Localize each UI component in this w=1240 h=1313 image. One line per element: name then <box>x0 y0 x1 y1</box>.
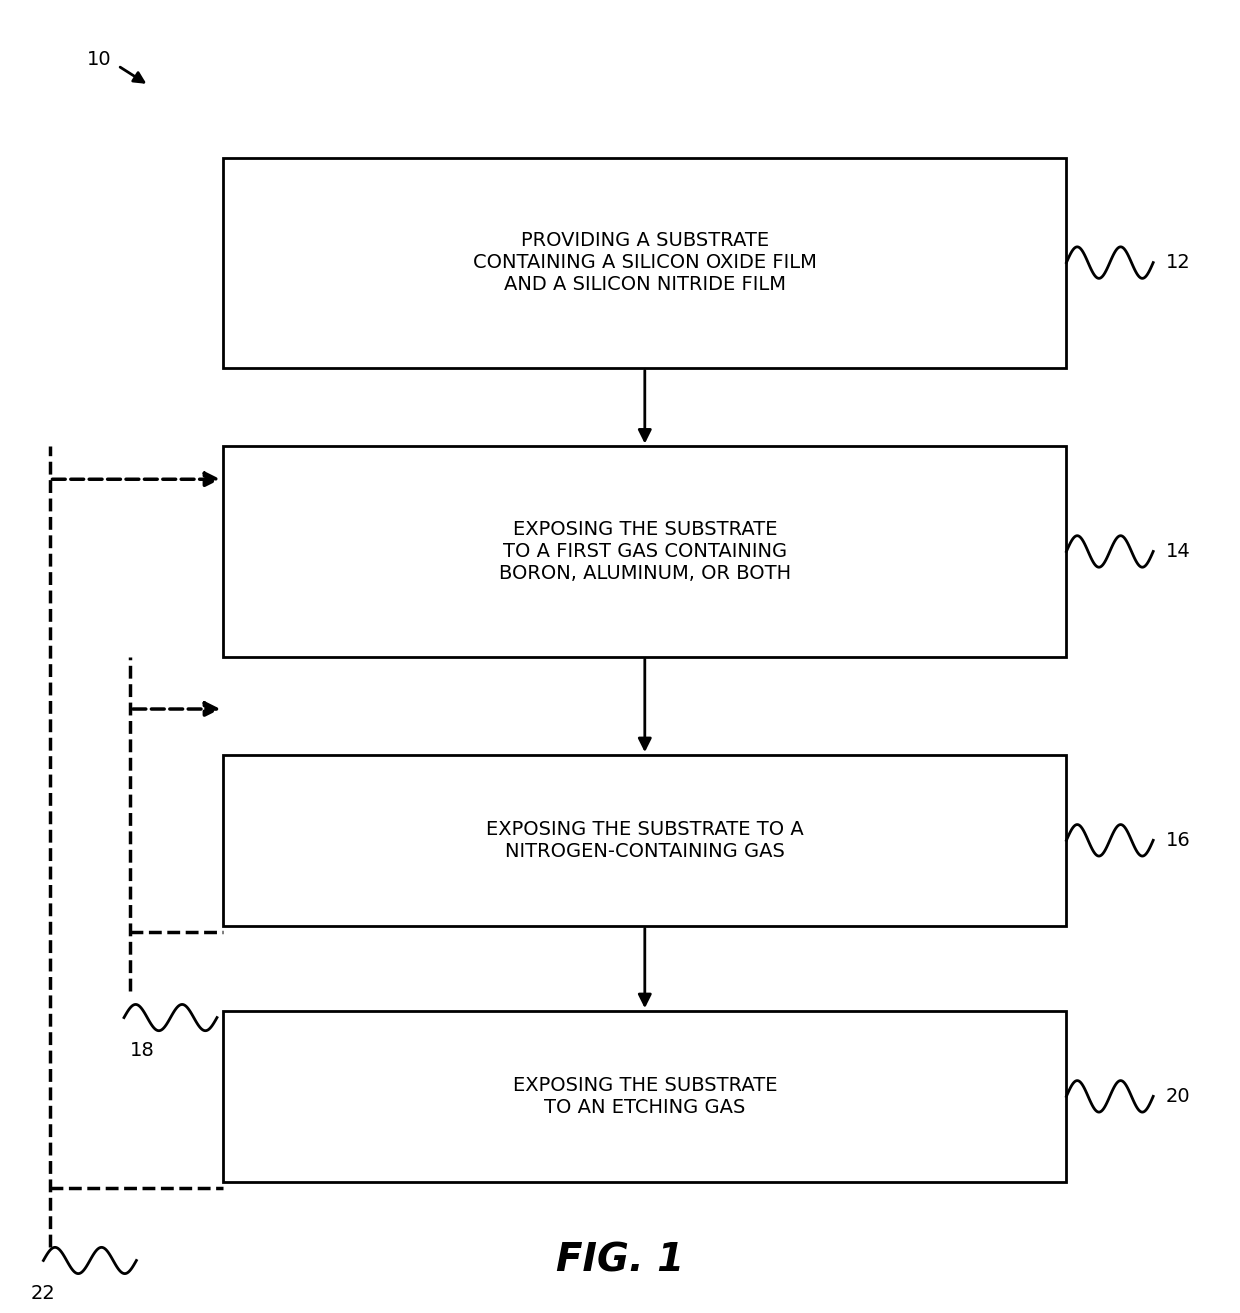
Text: EXPOSING THE SUBSTRATE
TO AN ETCHING GAS: EXPOSING THE SUBSTRATE TO AN ETCHING GAS <box>512 1075 777 1117</box>
Text: EXPOSING THE SUBSTRATE
TO A FIRST GAS CONTAINING
BORON, ALUMINUM, OR BOTH: EXPOSING THE SUBSTRATE TO A FIRST GAS CO… <box>498 520 791 583</box>
Text: 20: 20 <box>1166 1087 1190 1106</box>
Text: 16: 16 <box>1166 831 1190 850</box>
Text: 10: 10 <box>87 50 112 68</box>
Text: PROVIDING A SUBSTRATE
CONTAINING A SILICON OXIDE FILM
AND A SILICON NITRIDE FILM: PROVIDING A SUBSTRATE CONTAINING A SILIC… <box>472 231 817 294</box>
Text: 18: 18 <box>130 1041 155 1060</box>
FancyBboxPatch shape <box>223 446 1066 656</box>
FancyBboxPatch shape <box>223 158 1066 368</box>
Text: EXPOSING THE SUBSTRATE TO A
NITROGEN-CONTAINING GAS: EXPOSING THE SUBSTRATE TO A NITROGEN-CON… <box>486 819 804 861</box>
Text: 22: 22 <box>31 1284 56 1302</box>
FancyBboxPatch shape <box>223 755 1066 926</box>
Text: FIG. 1: FIG. 1 <box>556 1242 684 1279</box>
Text: 12: 12 <box>1166 253 1190 272</box>
Text: 14: 14 <box>1166 542 1190 561</box>
FancyBboxPatch shape <box>223 1011 1066 1182</box>
